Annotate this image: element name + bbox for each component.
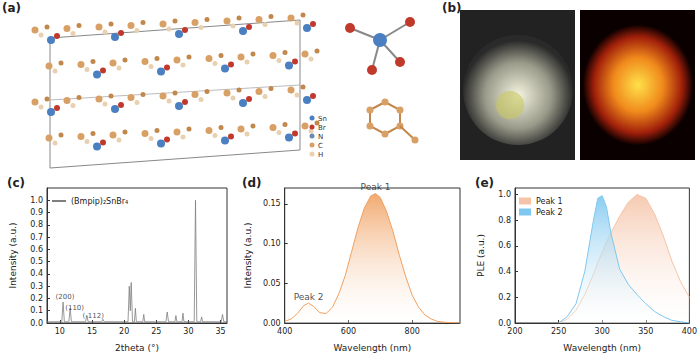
svg-text:0.2: 0.2: [498, 293, 511, 302]
svg-text:(200): (200): [56, 293, 75, 301]
svg-text:H: H: [318, 151, 323, 159]
svg-text:0.2: 0.2: [30, 294, 43, 303]
svg-text:(110): (110): [65, 304, 84, 312]
svg-text:Sn: Sn: [318, 115, 327, 123]
svg-text:0.6: 0.6: [498, 241, 511, 250]
svg-text:0.9: 0.9: [30, 208, 43, 217]
svg-text:(Bmpip)₂SnBr₄: (Bmpip)₂SnBr₄: [71, 197, 128, 206]
svg-text:250: 250: [551, 327, 566, 336]
svg-text:400: 400: [277, 327, 292, 336]
svg-text:20: 20: [119, 327, 129, 336]
html-text:(a): (a): [2, 1, 22, 15]
svg-text:25: 25: [151, 327, 161, 336]
svg-text:0.6: 0.6: [30, 245, 43, 254]
svg-text:0.5: 0.5: [30, 257, 43, 266]
svg-text:(c): (c): [7, 176, 25, 190]
svg-text:Wavelength (nm): Wavelength (nm): [563, 343, 641, 353]
svg-text:Peak 1: Peak 1: [361, 182, 391, 192]
svg-text:0.3: 0.3: [30, 282, 43, 291]
svg-text:30: 30: [183, 327, 193, 336]
svg-text:0.05: 0.05: [263, 279, 281, 288]
svg-text:PLE (a.u.): PLE (a.u.): [476, 234, 486, 277]
svg-text:0.4: 0.4: [498, 267, 511, 276]
svg-text:(e): (e): [475, 176, 494, 190]
svg-text:600: 600: [341, 327, 356, 336]
svg-text:(-112): (-112): [83, 312, 105, 320]
svg-text:N: N: [318, 133, 323, 141]
svg-text:400: 400: [682, 327, 697, 336]
svg-text:0.00: 0.00: [262, 318, 281, 328]
svg-text:0.8: 0.8: [30, 220, 43, 229]
svg-text:Br: Br: [318, 124, 326, 132]
svg-text:Intensity (a.u.): Intensity (a.u.): [8, 223, 18, 289]
svg-text:Intensity (a.u.): Intensity (a.u.): [243, 223, 253, 289]
svg-text:Peak 2: Peak 2: [294, 292, 324, 302]
svg-text:0.0: 0.0: [498, 318, 511, 328]
svg-text:1.0: 1.0: [30, 196, 43, 205]
svg-text:Peak 2: Peak 2: [536, 208, 563, 217]
svg-text:Wavelength (nm): Wavelength (nm): [333, 343, 411, 353]
svg-text:35: 35: [215, 327, 225, 336]
svg-text:0.15: 0.15: [263, 199, 281, 208]
svg-text:C: C: [318, 142, 323, 150]
html-text:(b): (b): [442, 1, 462, 15]
svg-text:0.7: 0.7: [30, 233, 43, 242]
svg-text:2theta (°): 2theta (°): [115, 343, 159, 353]
svg-text:15: 15: [87, 327, 97, 336]
svg-text:350: 350: [638, 327, 653, 336]
svg-text:1.0: 1.0: [498, 190, 511, 199]
svg-text:0.8: 0.8: [498, 216, 511, 225]
svg-text:Peak 1: Peak 1: [536, 197, 563, 206]
svg-text:0.1: 0.1: [30, 306, 43, 315]
svg-text:(d): (d): [242, 176, 262, 190]
svg-text:200: 200: [507, 327, 522, 336]
svg-text:10: 10: [55, 327, 65, 336]
svg-text:300: 300: [595, 327, 610, 336]
svg-text:800: 800: [405, 327, 420, 336]
svg-text:0.10: 0.10: [263, 239, 281, 248]
svg-text:0.4: 0.4: [30, 269, 43, 278]
svg-text:0.0: 0.0: [30, 319, 43, 328]
